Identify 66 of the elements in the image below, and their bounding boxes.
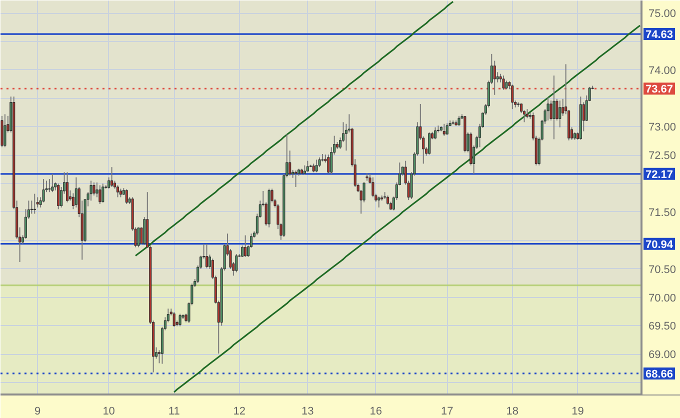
y-tick-label: 75.00 — [648, 8, 676, 20]
y-tick-label: 69.00 — [648, 349, 676, 362]
candlestick — [205, 243, 208, 269]
candlestick — [318, 156, 321, 168]
ref-line-label: 68.66 — [646, 368, 674, 380]
x-tick-label: 19 — [572, 406, 584, 418]
candlestick — [4, 114, 6, 148]
ref-line-label: 73.67 — [646, 84, 674, 96]
y-tick-label: 70.00 — [648, 292, 676, 304]
candlestick — [116, 184, 119, 198]
candlestick — [143, 216, 146, 246]
x-tick-label: 17 — [441, 406, 454, 418]
candlestick — [552, 75, 556, 140]
y-tick-label: 73.00 — [648, 122, 676, 134]
y-tick-label: 71.50 — [648, 207, 676, 219]
candlestick — [178, 313, 182, 327]
candlestick — [51, 173, 54, 193]
candlestick — [96, 182, 98, 198]
candlestick — [434, 126, 437, 140]
candlestick — [546, 96, 550, 121]
candlestick — [57, 183, 60, 210]
candlestick — [48, 178, 51, 193]
candlestick — [294, 170, 298, 188]
x-tick-label: 18 — [506, 406, 519, 418]
candlestick — [66, 172, 69, 203]
x-tick-label: 12 — [233, 406, 246, 418]
candlestick — [378, 196, 380, 208]
candlestick — [102, 183, 104, 203]
candlestick — [137, 226, 140, 248]
x-tick-label: 16 — [370, 406, 382, 418]
candlestick — [244, 234, 247, 258]
candlestick — [442, 123, 446, 136]
candlestick — [550, 100, 552, 121]
candlestick — [110, 166, 114, 188]
candlestick — [502, 75, 505, 90]
candlestick — [558, 100, 562, 128]
line-series — [134, 0, 454, 257]
ref-line-label: 72.17 — [646, 168, 674, 181]
candlestick — [386, 195, 390, 206]
candlestick — [315, 159, 318, 173]
candlestick — [172, 312, 176, 328]
y-tick-label: 69.50 — [648, 320, 676, 333]
x-tick-label: 9 — [34, 406, 41, 418]
candlestick — [372, 176, 374, 198]
x-tick-label: 11 — [168, 406, 180, 418]
x-tick-label: 10 — [102, 406, 115, 418]
y-tick-label: 72.50 — [648, 150, 676, 162]
candlestick — [511, 84, 514, 110]
candlestick — [526, 108, 529, 119]
line-series — [173, 24, 641, 394]
candlestick — [362, 182, 366, 203]
candlestick — [33, 193, 36, 214]
x-tick-label: 13 — [302, 406, 314, 418]
ref-line-label: 70.94 — [646, 238, 674, 251]
candlestick — [92, 182, 96, 196]
y-tick-label: 70.50 — [648, 264, 676, 276]
candlestick — [125, 188, 128, 205]
y-tick-label: 74.00 — [648, 64, 676, 77]
candlestick — [327, 154, 330, 174]
candlestick — [98, 184, 102, 205]
candlestick — [235, 254, 238, 273]
candlestick — [303, 164, 306, 175]
candlestick — [493, 60, 496, 96]
candlestick — [288, 150, 292, 176]
candlestick — [428, 132, 431, 156]
ref-line-label: 74.63 — [646, 29, 674, 42]
